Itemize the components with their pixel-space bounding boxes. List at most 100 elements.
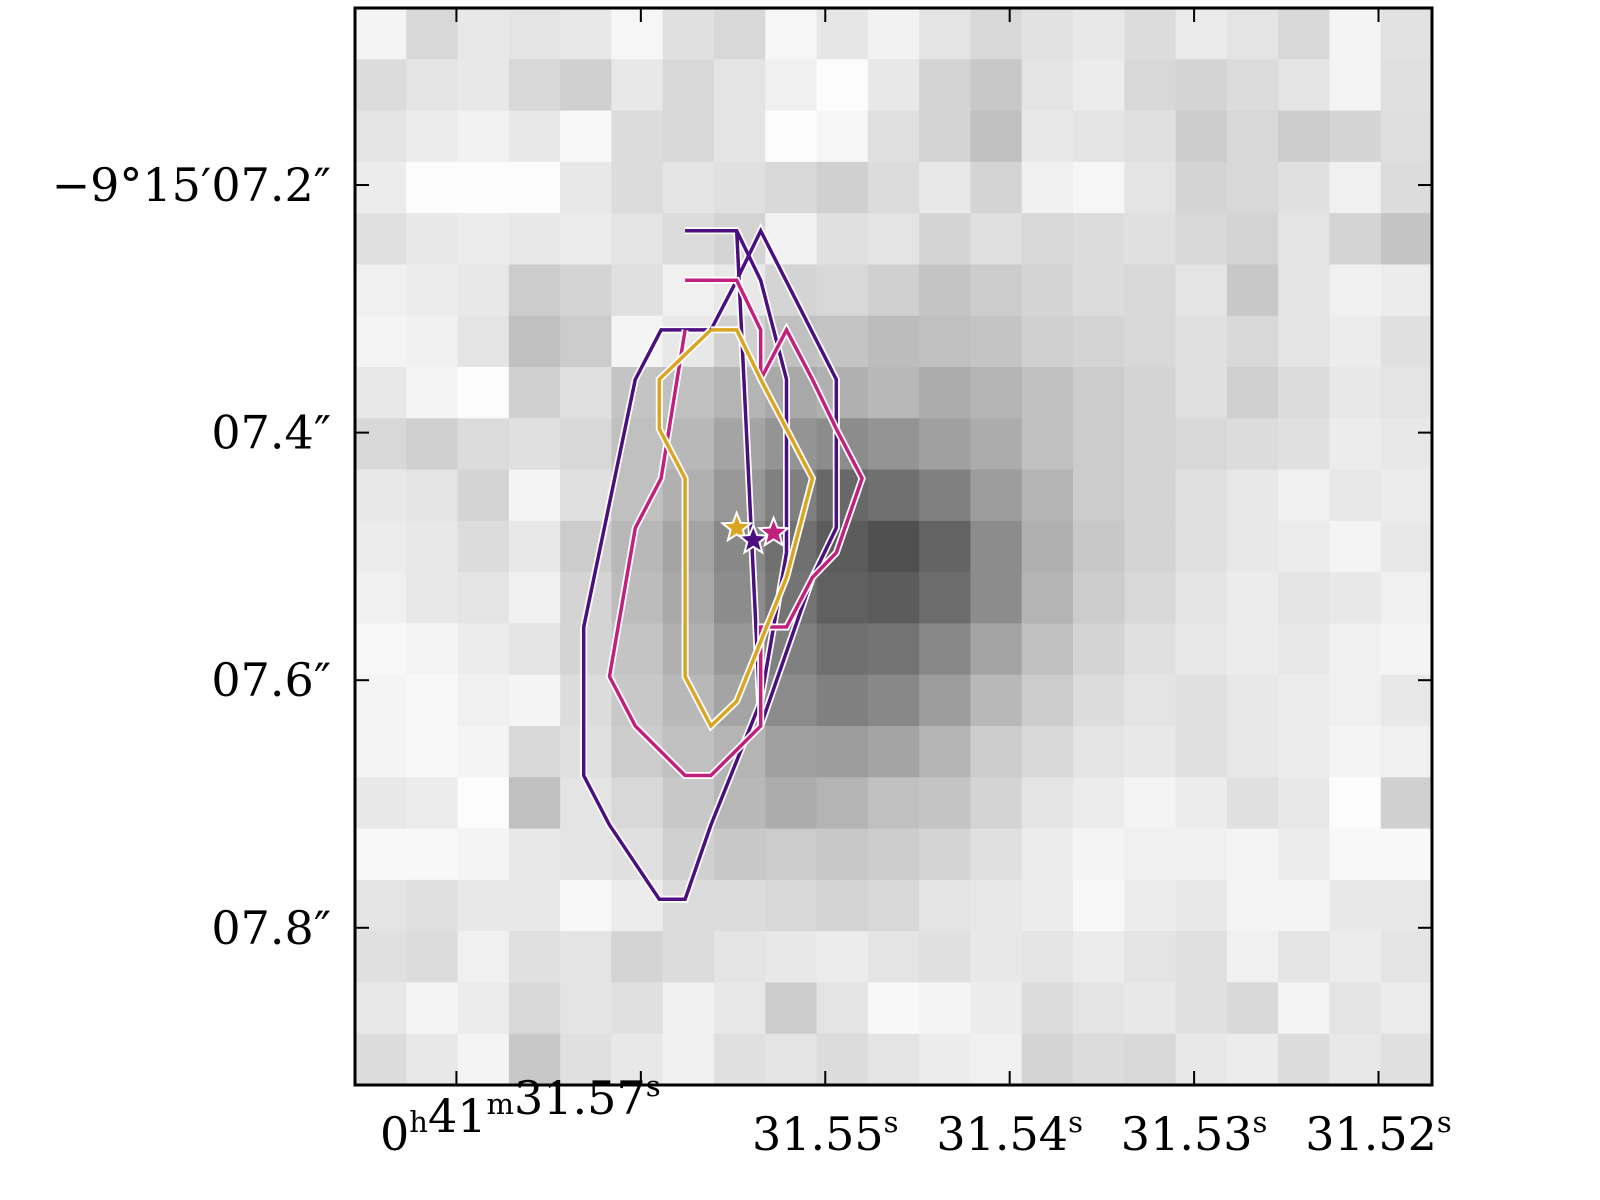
image-pixel [1380,674,1433,727]
image-pixel [1226,264,1279,317]
image-pixel [1073,110,1125,163]
image-pixel [508,1033,561,1086]
image-pixel [560,8,613,60]
image-pixel [1021,315,1074,368]
image-pixel [406,520,459,573]
image-pixel [867,8,920,60]
image-pixel [816,110,869,163]
image-pixel [1073,623,1125,676]
image-pixel [1278,110,1331,163]
image-pixel [508,777,561,830]
image-pixel [867,777,920,830]
image-pixel [1021,8,1074,60]
image-pixel [406,726,459,778]
image-pixel [508,418,561,471]
image-pixel [1380,572,1433,625]
image-pixel [1329,8,1382,60]
image-pixel [1073,8,1125,60]
image-pixel [662,726,715,778]
image-pixel [1226,8,1279,60]
image-pixel [508,315,561,368]
image-pixel [1124,777,1177,830]
image-pixel [457,59,510,112]
image-pixel [406,110,459,163]
image-pixel [816,726,869,778]
image-pixels [355,8,1433,1086]
image-pixel [867,1033,920,1086]
image-pixel [1380,469,1433,522]
image-pixel [560,264,613,317]
image-pixel [1329,674,1382,727]
image-pixel [508,828,561,881]
image-pixel [1021,777,1074,830]
image-pixel [355,520,407,573]
image-pixel [355,828,407,881]
image-pixel [816,161,869,214]
image-pixel [406,315,459,368]
image-pixel [355,879,407,932]
image-pixel [867,418,920,471]
image-pixel [508,623,561,676]
image-pixel [355,367,407,419]
image-pixel [765,110,818,163]
image-pixel [1380,59,1433,112]
image-pixel [508,520,561,573]
image-pixel [1278,161,1331,214]
image-pixel [1124,469,1177,522]
image-pixel [1124,213,1177,266]
image-pixel [1278,8,1331,60]
image-pixel [1175,469,1228,522]
image-pixel [1124,110,1177,163]
image-pixel [406,623,459,676]
x-tick-labels: 0h41m31.57s 31.55s 31.54s 31.53s 31.52s [380,1069,1452,1161]
axis-ticks [355,8,1432,1085]
image-pixel [867,315,920,368]
image-pixel [970,828,1023,881]
image-pixel [1278,623,1331,676]
image-pixel [1226,879,1279,932]
image-pixel [1329,213,1382,266]
image-pixel [1073,931,1125,984]
image-pixel [1329,726,1382,778]
image-pixel [457,161,510,214]
image-pixel [1278,828,1331,881]
image-pixel [508,367,561,419]
image-pixel [611,982,664,1035]
image-pixel [1380,161,1433,214]
image-pixel [560,418,613,471]
image-pixel [355,623,407,676]
image-pixel [1175,572,1228,625]
image-pixel [1380,1033,1433,1086]
image-pixel [970,982,1023,1035]
image-pixel [611,110,664,163]
image-pixel [1226,777,1279,830]
x-tick-label: 31.55s [752,1105,899,1161]
position-markers [719,510,791,555]
image-pixel [1021,931,1074,984]
image-pixel [919,623,972,676]
image-pixel [1175,982,1228,1035]
image-pixel [1124,520,1177,573]
image-pixel [1021,520,1074,573]
image-pixel [662,161,715,214]
image-pixel [867,726,920,778]
image-pixel [1380,623,1433,676]
image-pixel [560,982,613,1035]
image-pixel [714,469,766,522]
image-pixel [867,572,920,625]
image-pixel [1124,572,1177,625]
image-pixel [1021,982,1074,1035]
image-pixel [919,520,972,573]
image-pixel [816,264,869,317]
contour-line [657,328,815,729]
image-pixel [355,59,407,112]
image-pixel [1021,623,1074,676]
image-pixel [611,161,664,214]
image-pixel [867,623,920,676]
image-pixel [1380,520,1433,573]
image-pixel [1278,982,1331,1035]
image-pixel [816,623,869,676]
image-pixel [1329,110,1382,163]
image-pixel [1124,828,1177,881]
image-pixel [1278,469,1331,522]
